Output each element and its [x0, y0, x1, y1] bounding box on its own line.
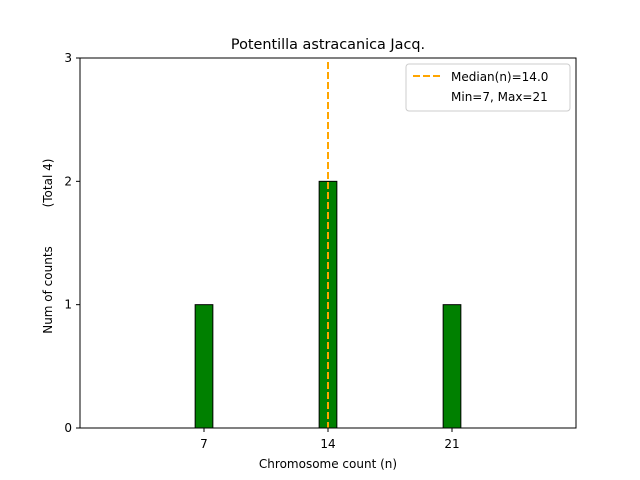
- y-tick-label-3: 3: [64, 51, 72, 65]
- legend: Median(n)=14.0 Min=7, Max=21: [405, 63, 571, 112]
- bar-21: [442, 304, 462, 429]
- x-axis-ticks: 7 14 21: [200, 428, 460, 451]
- legend-box: [405, 63, 571, 112]
- y-tick-label-0: 0: [64, 421, 72, 435]
- x-tick-label-21: 21: [444, 437, 459, 451]
- legend-entry-minmax: Min=7, Max=21: [451, 90, 548, 104]
- y-axis-ticks: 0 1 2 3: [64, 51, 80, 435]
- x-tick-label-14: 14: [320, 437, 335, 451]
- x-tick-label-7: 7: [200, 437, 208, 451]
- legend-entry-median: Median(n)=14.0: [451, 70, 548, 84]
- y-axis-label: Num of counts: [41, 246, 55, 334]
- y-axis-total-label: (Total 4): [41, 159, 55, 208]
- y-tick-label-2: 2: [64, 174, 72, 188]
- chart-title: Potentilla astracanica Jacq.: [231, 37, 425, 53]
- x-axis-label: Chromosome count (n): [259, 457, 397, 471]
- y-tick-label-1: 1: [64, 298, 72, 312]
- bar-7: [194, 304, 214, 429]
